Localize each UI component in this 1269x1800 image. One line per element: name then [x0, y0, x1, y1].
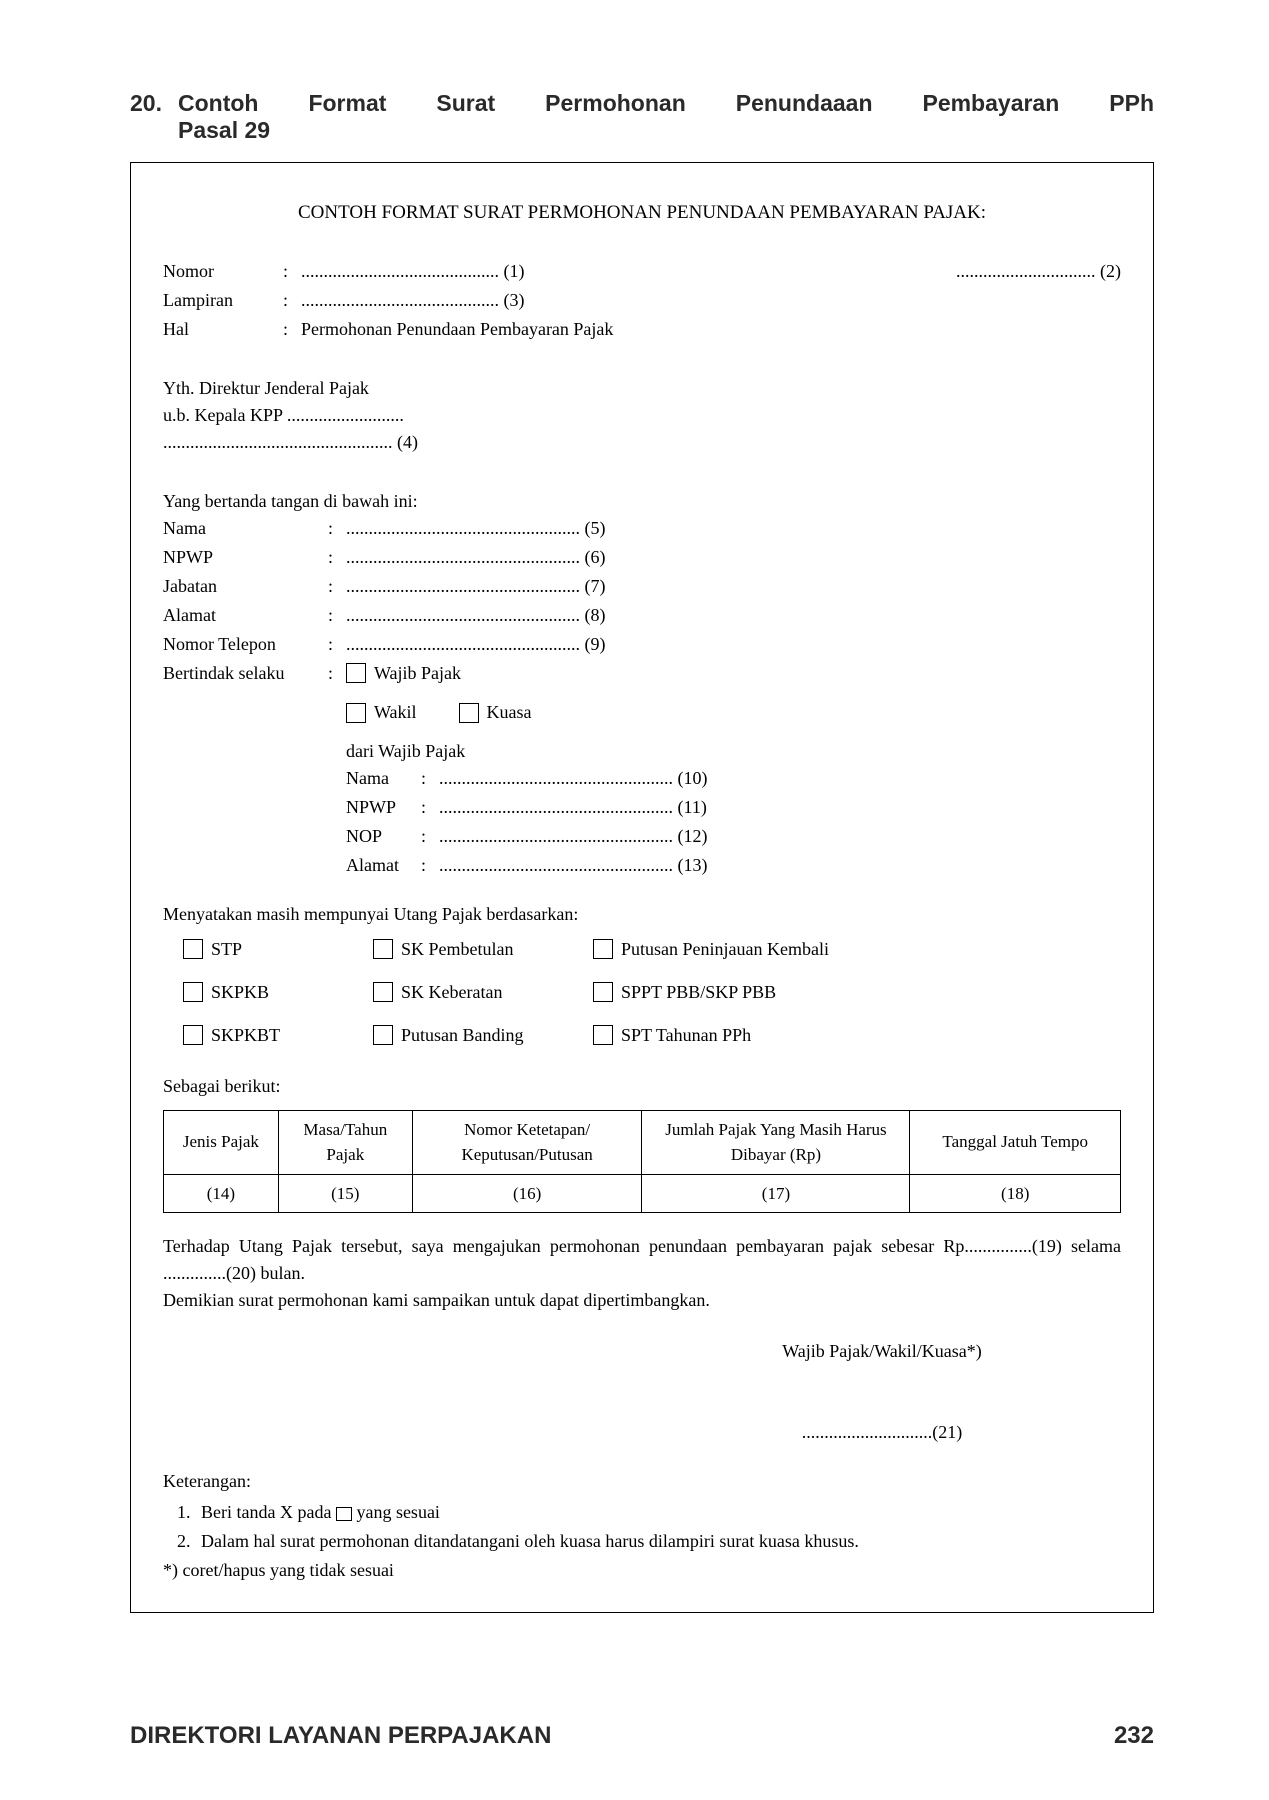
heading-line2: Pasal 29	[178, 117, 1154, 144]
form-title: CONTOH FORMAT SURAT PERMOHONAN PENUNDAAN…	[163, 199, 1121, 228]
td-14: (14)	[164, 1174, 279, 1213]
closing-line2: Demikian surat permohonan kami sampaikan…	[163, 1287, 1121, 1314]
hal-label: Hal	[163, 316, 283, 343]
td-17: (17)	[642, 1174, 910, 1213]
wp-alamat-value: ........................................…	[439, 852, 1121, 879]
opt-sppt-pbb: SPPT PBB/SKP PBB	[621, 979, 776, 1006]
opt-wakil: Wakil	[374, 702, 417, 722]
checkbox-putusan-pk[interactable]	[593, 939, 613, 959]
signature-role: Wajib Pajak/Wakil/Kuasa*)	[163, 1338, 1121, 1365]
th-jenis: Jenis Pajak	[164, 1110, 279, 1174]
td-15: (15)	[278, 1174, 412, 1213]
page-number: 232	[1114, 1722, 1154, 1750]
checkbox-sk-keberatan[interactable]	[373, 982, 393, 1002]
nama-label: Nama	[163, 515, 328, 542]
wp-nama-label: Nama	[346, 765, 421, 792]
checkbox-wakil[interactable]	[346, 703, 366, 723]
opt-kuasa: Kuasa	[487, 702, 532, 722]
tax-table: Jenis Pajak Masa/Tahun Pajak Nomor Ketet…	[163, 1110, 1121, 1214]
jabatan-label: Jabatan	[163, 573, 328, 600]
checkbox-sppt-pbb[interactable]	[593, 982, 613, 1002]
date-placeholder: ............................... (2)	[861, 258, 1121, 285]
th-nomor: Nomor Ketetapan/ Keputusan/Putusan	[412, 1110, 642, 1174]
checkbox-sk-pembetulan[interactable]	[373, 939, 393, 959]
checkbox-skpkb[interactable]	[183, 982, 203, 1002]
wp-nama-value: ........................................…	[439, 765, 1121, 792]
th-masa: Masa/Tahun Pajak	[278, 1110, 412, 1174]
opt-spt-tahunan: SPT Tahunan PPh	[621, 1022, 751, 1049]
td-16: (16)	[412, 1174, 642, 1213]
debt-intro: Menyatakan masih mempunyai Utang Pajak b…	[163, 901, 1121, 928]
telepon-label: Nomor Telepon	[163, 631, 328, 658]
ket-note: *) coret/hapus yang tidak sesuai	[163, 1557, 1121, 1584]
keterangan-heading: Keterangan:	[163, 1468, 1121, 1495]
checkbox-wajib-pajak[interactable]	[346, 663, 366, 683]
opt-putusan-pk: Putusan Peninjauan Kembali	[621, 936, 829, 963]
heading-line1: Contoh Format Surat Permohonan Penundaaa…	[178, 90, 1154, 117]
ket-item-1: Beri tanda X pada yang sesuai	[195, 1499, 1121, 1526]
opt-sk-pembetulan: SK Pembetulan	[401, 936, 514, 963]
section-heading: 20. Contoh Format Surat Permohonan Penun…	[130, 90, 1154, 144]
nomor-label: Nomor	[163, 258, 283, 285]
lampiran-value: ........................................…	[301, 287, 1121, 314]
checkbox-spt-tahunan[interactable]	[593, 1025, 613, 1045]
telepon-value: ........................................…	[346, 631, 1121, 658]
sebagai-label: Sebagai berikut:	[163, 1073, 1121, 1100]
opt-skpkbt: SKPKBT	[211, 1022, 280, 1049]
opt-skpkb: SKPKB	[211, 979, 269, 1006]
closing-line1: Terhadap Utang Pajak tersebut, saya meng…	[163, 1233, 1121, 1287]
wp-nop-label: NOP	[346, 823, 421, 850]
signature-dash: .............................(21)	[163, 1419, 1121, 1446]
addressee-line2: u.b. Kepala KPP ........................…	[163, 402, 1121, 429]
checkbox-putusan-banding[interactable]	[373, 1025, 393, 1045]
td-18: (18)	[910, 1174, 1121, 1213]
alamat-value: ........................................…	[346, 602, 1121, 629]
inline-checkbox-icon	[336, 1507, 352, 1521]
jabatan-value: ........................................…	[346, 573, 1121, 600]
addressee-line1: Yth. Direktur Jenderal Pajak	[163, 375, 1121, 402]
th-jumlah: Jumlah Pajak Yang Masih Harus Dibayar (R…	[642, 1110, 910, 1174]
nomor-value: ........................................…	[301, 258, 861, 285]
wp-alamat-label: Alamat	[346, 852, 421, 879]
footer-title: DIREKTORI LAYANAN PERPAJAKAN	[130, 1722, 551, 1750]
addressee-line3: ........................................…	[163, 429, 1121, 456]
ket-item-2: Dalam hal surat permohonan ditandatangan…	[195, 1528, 1121, 1555]
wp-npwp-value: ........................................…	[439, 794, 1121, 821]
lampiran-label: Lampiran	[163, 287, 283, 314]
wp-npwp-label: NPWP	[346, 794, 421, 821]
checkbox-kuasa[interactable]	[459, 703, 479, 723]
npwp-label: NPWP	[163, 544, 328, 571]
opt-wajib: Wajib Pajak	[374, 660, 461, 687]
wp-nop-value: ........................................…	[439, 823, 1121, 850]
npwp-value: ........................................…	[346, 544, 1121, 571]
opt-putusan-banding: Putusan Banding	[401, 1022, 524, 1049]
checkbox-stp[interactable]	[183, 939, 203, 959]
role-label: Bertindak selaku	[163, 660, 328, 687]
intro-text: Yang bertanda tangan di bawah ini:	[163, 488, 1121, 515]
heading-number: 20.	[130, 90, 178, 117]
opt-stp: STP	[211, 936, 242, 963]
wp-sub-heading: dari Wajib Pajak	[346, 738, 1121, 765]
alamat-label: Alamat	[163, 602, 328, 629]
checkbox-skpkbt[interactable]	[183, 1025, 203, 1045]
nama-value: ........................................…	[346, 515, 1121, 542]
opt-sk-keberatan: SK Keberatan	[401, 979, 502, 1006]
form-container: CONTOH FORMAT SURAT PERMOHONAN PENUNDAAN…	[130, 162, 1154, 1613]
th-tanggal: Tanggal Jatuh Tempo	[910, 1110, 1121, 1174]
hal-value: Permohonan Penundaan Pembayaran Pajak	[301, 316, 1121, 343]
